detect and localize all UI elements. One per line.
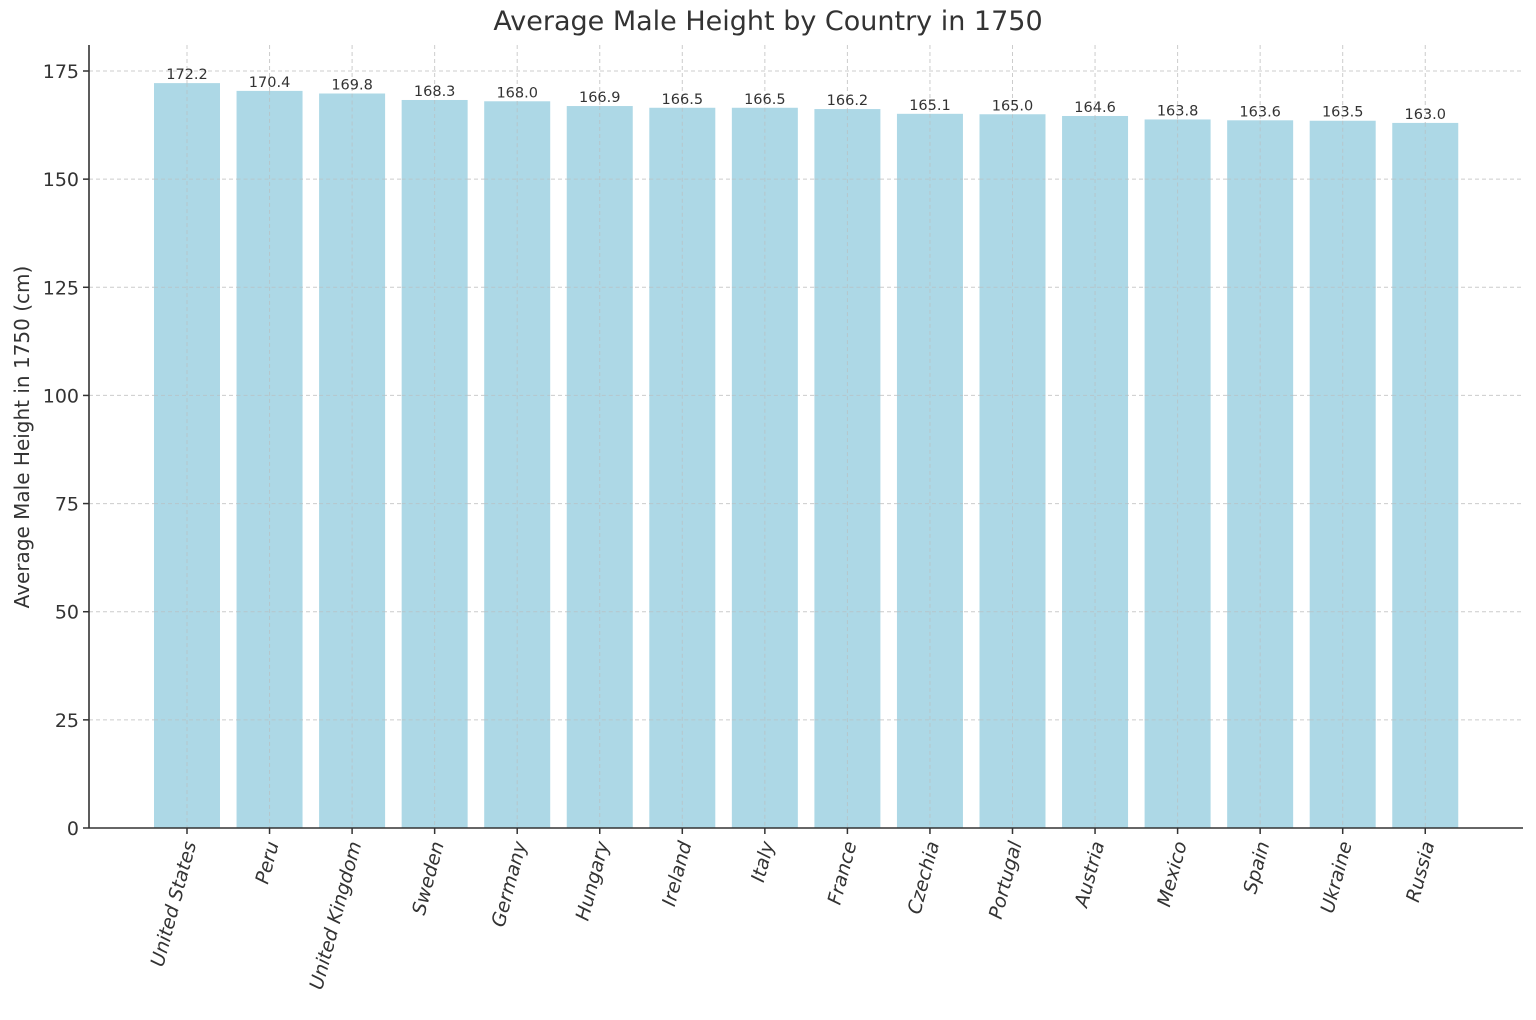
x-axis-ticks: United States Peru United Kingdom Sweden Ger…	[147, 828, 1439, 992]
x-tick-label: Ukraine	[1317, 839, 1357, 916]
x-tick-label: Sweden	[408, 839, 449, 917]
y-tick-label: 175	[43, 61, 79, 83]
chart-title: Average Male Height by Country in 1750	[493, 6, 1043, 37]
bar-value-label: 166.9	[579, 90, 621, 106]
x-tick-label: Spain	[1239, 839, 1274, 896]
bars	[154, 83, 1459, 829]
x-tick-label: United States	[147, 839, 202, 969]
axes	[88, 45, 1523, 829]
bar-value-label: 168.0	[496, 85, 538, 101]
x-tick-label: Russia	[1402, 839, 1439, 905]
x-tick-label: Germany	[487, 838, 531, 929]
bar-value-label: 164.6	[1074, 100, 1116, 116]
x-tick-label: Italy	[747, 838, 779, 884]
bar-value-label: 163.6	[1239, 104, 1281, 120]
y-tick-label: 50	[55, 602, 79, 624]
x-tick-label: Peru	[251, 839, 283, 886]
y-tick-label: 125	[43, 277, 79, 299]
x-tick-label: Ireland	[658, 838, 697, 908]
y-tick-label: 25	[55, 710, 79, 732]
y-tick-label: 0	[67, 818, 79, 840]
bar-value-label: 170.4	[249, 75, 291, 91]
y-tick-label: 100	[43, 385, 79, 407]
bar-value-label: 166.5	[744, 92, 786, 108]
y-tick-label: 150	[43, 169, 79, 191]
bar-value-label: 172.2	[166, 67, 208, 83]
x-tick-label: Mexico	[1153, 839, 1192, 909]
grid-lines	[89, 45, 1523, 828]
x-tick-label: France	[824, 839, 862, 907]
y-tick-label: 75	[55, 494, 79, 516]
x-tick-label: Portugal	[985, 838, 1027, 921]
x-tick-label: United Kingdom	[306, 839, 367, 992]
bar	[979, 114, 1046, 828]
bar-value-label: 165.0	[992, 98, 1034, 114]
bar-value-label: 166.5	[662, 92, 704, 108]
x-tick-label: Austria	[1070, 839, 1109, 911]
bar-value-label: 166.2	[827, 93, 869, 109]
bar-value-label: 163.0	[1404, 107, 1446, 123]
bar-value-label: 163.5	[1322, 105, 1364, 121]
value-labels: 172.2 170.4 169.8 168.3 168.0 166.9 166.5 166.5…	[166, 67, 1446, 123]
bar-value-label: 165.1	[909, 98, 951, 114]
bar	[1062, 115, 1129, 828]
y-axis-ticks: 0 25 50 75 100 125 150 175	[43, 61, 89, 840]
x-tick-label: Hungary	[572, 838, 614, 923]
bar-value-label: 163.8	[1157, 103, 1199, 119]
bar-value-label: 169.8	[331, 77, 373, 93]
x-tick-label: Czechia	[904, 839, 944, 917]
bar-value-label: 168.3	[414, 84, 456, 100]
